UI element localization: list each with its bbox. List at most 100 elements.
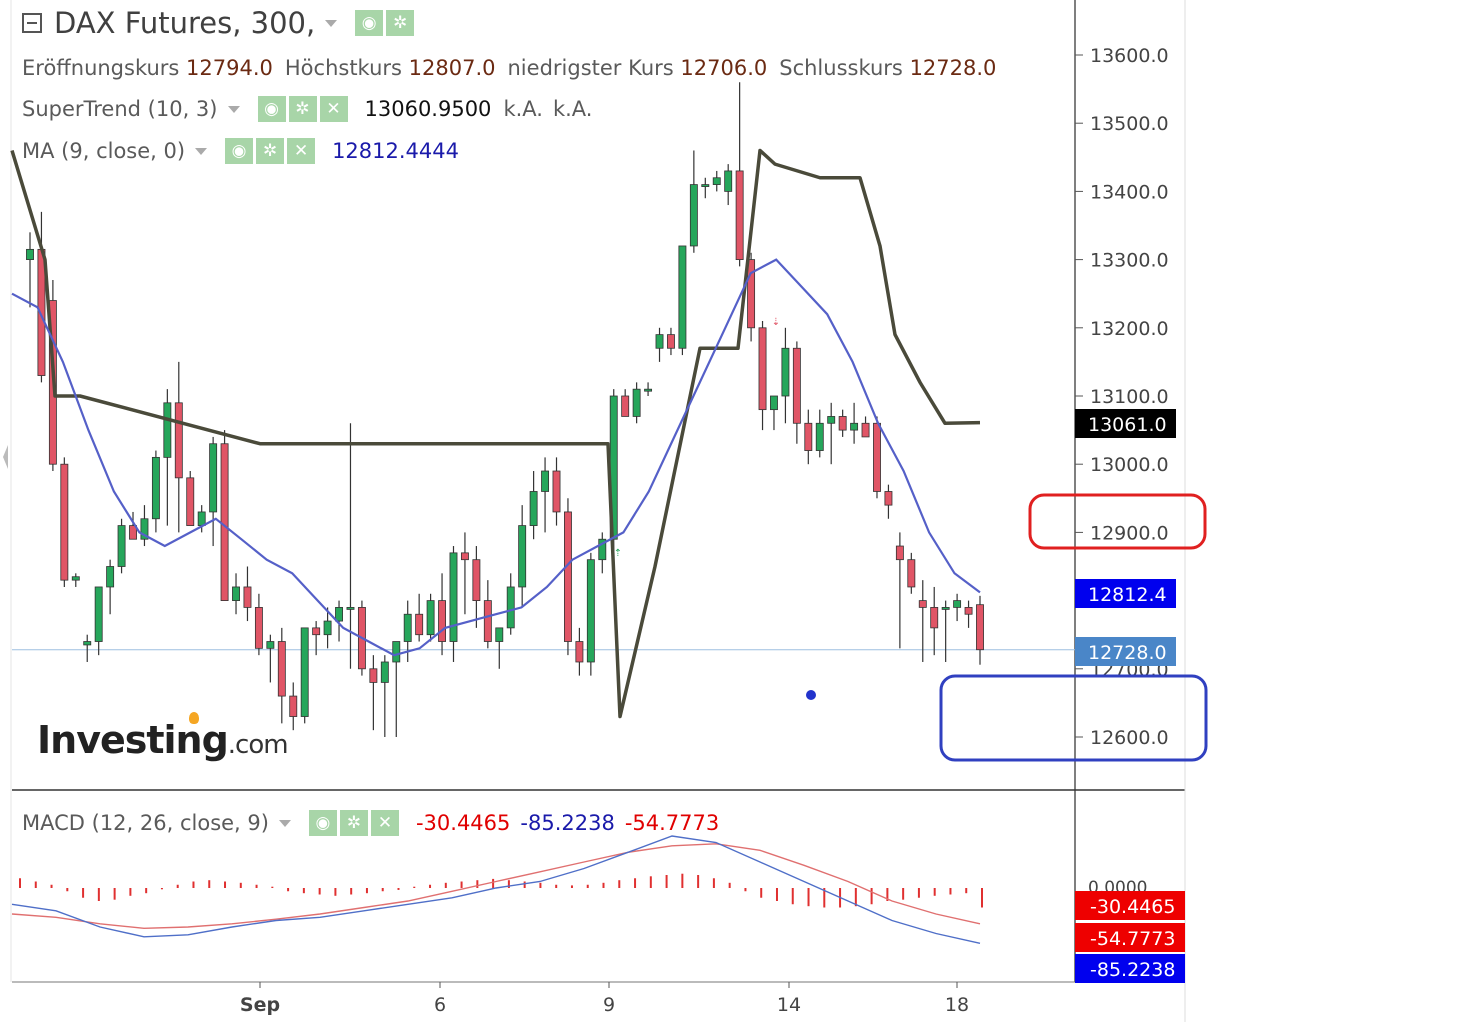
candle [380, 655, 389, 737]
candle-body [529, 491, 538, 526]
x-tick-label: 9 [603, 994, 615, 1016]
ma-line [11, 258, 981, 657]
candle [438, 573, 446, 656]
candle-body [472, 559, 481, 601]
candle-body [712, 177, 721, 185]
candle [930, 586, 939, 656]
macd-line-value: -85.2238 [520, 811, 615, 835]
candle [827, 402, 836, 465]
candle [289, 682, 298, 731]
candle-body [655, 334, 664, 349]
macd-hist-value: -30.4465 [415, 811, 511, 835]
candle [667, 327, 675, 356]
low-value: 12706.0 [680, 56, 768, 80]
candle [495, 627, 504, 669]
candle [506, 573, 515, 635]
macd-signal-tag: -54.7773 [1075, 923, 1185, 952]
candle [209, 436, 218, 547]
close-label: Schlusskurs [779, 56, 903, 80]
candle [151, 450, 160, 533]
macd-line-tag-text: -85.2238 [1090, 959, 1175, 981]
candle [460, 532, 469, 615]
candle [941, 600, 950, 662]
gear-icon[interactable]: ✲ [339, 810, 368, 836]
gear-icon[interactable]: ✲ [256, 138, 285, 164]
macd-label[interactable]: MACD (12, 26, close, 9) [22, 811, 269, 835]
candle-body [403, 613, 412, 642]
y-tick-label: 13300.0 [1090, 250, 1169, 272]
eye-icon[interactable]: ◉ [308, 810, 337, 836]
candle-body [140, 518, 149, 540]
candle-body [174, 402, 183, 479]
candle-body [312, 627, 321, 636]
candle [529, 471, 538, 540]
candle-body [953, 600, 962, 608]
candle [312, 621, 321, 656]
candle [140, 505, 149, 547]
left-scroll-handle [3, 445, 8, 469]
candle [335, 600, 343, 642]
candle-body [632, 388, 641, 417]
y-tick-label: 13400.0 [1090, 181, 1169, 203]
candle-body [106, 566, 115, 588]
candle-body [392, 641, 401, 663]
candle [689, 150, 698, 253]
candle [26, 232, 34, 308]
candle [792, 341, 801, 444]
close-icon[interactable]: ✕ [287, 138, 316, 164]
macd-hist-tag-text: -30.4465 [1090, 896, 1175, 918]
gear-icon[interactable]: ✲ [288, 96, 317, 122]
candle-body [621, 395, 630, 417]
candle [254, 593, 263, 656]
candle-body [804, 422, 813, 451]
close-icon[interactable]: ✕ [319, 96, 348, 122]
candle-body [71, 576, 80, 581]
chevron-down-icon[interactable] [195, 147, 208, 155]
candle-body [117, 525, 126, 567]
candle-body [838, 416, 847, 431]
candle [83, 634, 92, 662]
candle-body [873, 422, 881, 492]
candle [392, 641, 401, 737]
candle [758, 320, 767, 431]
instrument-title[interactable]: DAX Futures, 300, [54, 6, 316, 40]
macd-line-tag-bg [1075, 954, 1185, 983]
y-tick-label: 13500.0 [1090, 113, 1169, 135]
candle [449, 546, 458, 662]
candle-body [667, 334, 675, 349]
gear-icon[interactable]: ✲ [386, 10, 415, 36]
eye-icon[interactable]: ◉ [257, 96, 286, 122]
supertrend-value: 13060.9500 [364, 97, 492, 121]
candle-body [770, 395, 778, 411]
candle-body [495, 627, 504, 642]
eye-icon[interactable]: ◉ [225, 138, 254, 164]
candle-body [426, 600, 435, 636]
chevron-down-icon[interactable] [227, 105, 240, 113]
eye-icon[interactable]: ◉ [355, 10, 384, 36]
candle-body [861, 422, 870, 438]
y-tick-label: 13100.0 [1090, 386, 1169, 408]
chevron-down-icon[interactable] [325, 19, 338, 27]
candle [804, 409, 813, 465]
ma-label[interactable]: MA (9, close, 0) [22, 139, 186, 163]
candle [541, 457, 550, 533]
candle [346, 423, 355, 669]
last-price-tag: 12728.0 [1075, 637, 1176, 666]
chevron-down-icon[interactable] [278, 819, 291, 827]
candle [838, 409, 847, 437]
candle [300, 627, 309, 724]
supertrend-label[interactable]: SuperTrend (10, 3) [22, 97, 218, 121]
close-icon[interactable]: ✕ [370, 810, 399, 836]
candle-body [552, 470, 561, 513]
candle [655, 327, 664, 362]
candle-body [758, 327, 767, 411]
supertrend-na-1: k.A. [503, 97, 543, 121]
collapse-icon[interactable] [22, 13, 42, 33]
candle-body [792, 347, 801, 424]
candle-body [850, 422, 859, 431]
candle [106, 559, 115, 615]
supertrend-price-tag-text: 13061.0 [1088, 414, 1167, 436]
